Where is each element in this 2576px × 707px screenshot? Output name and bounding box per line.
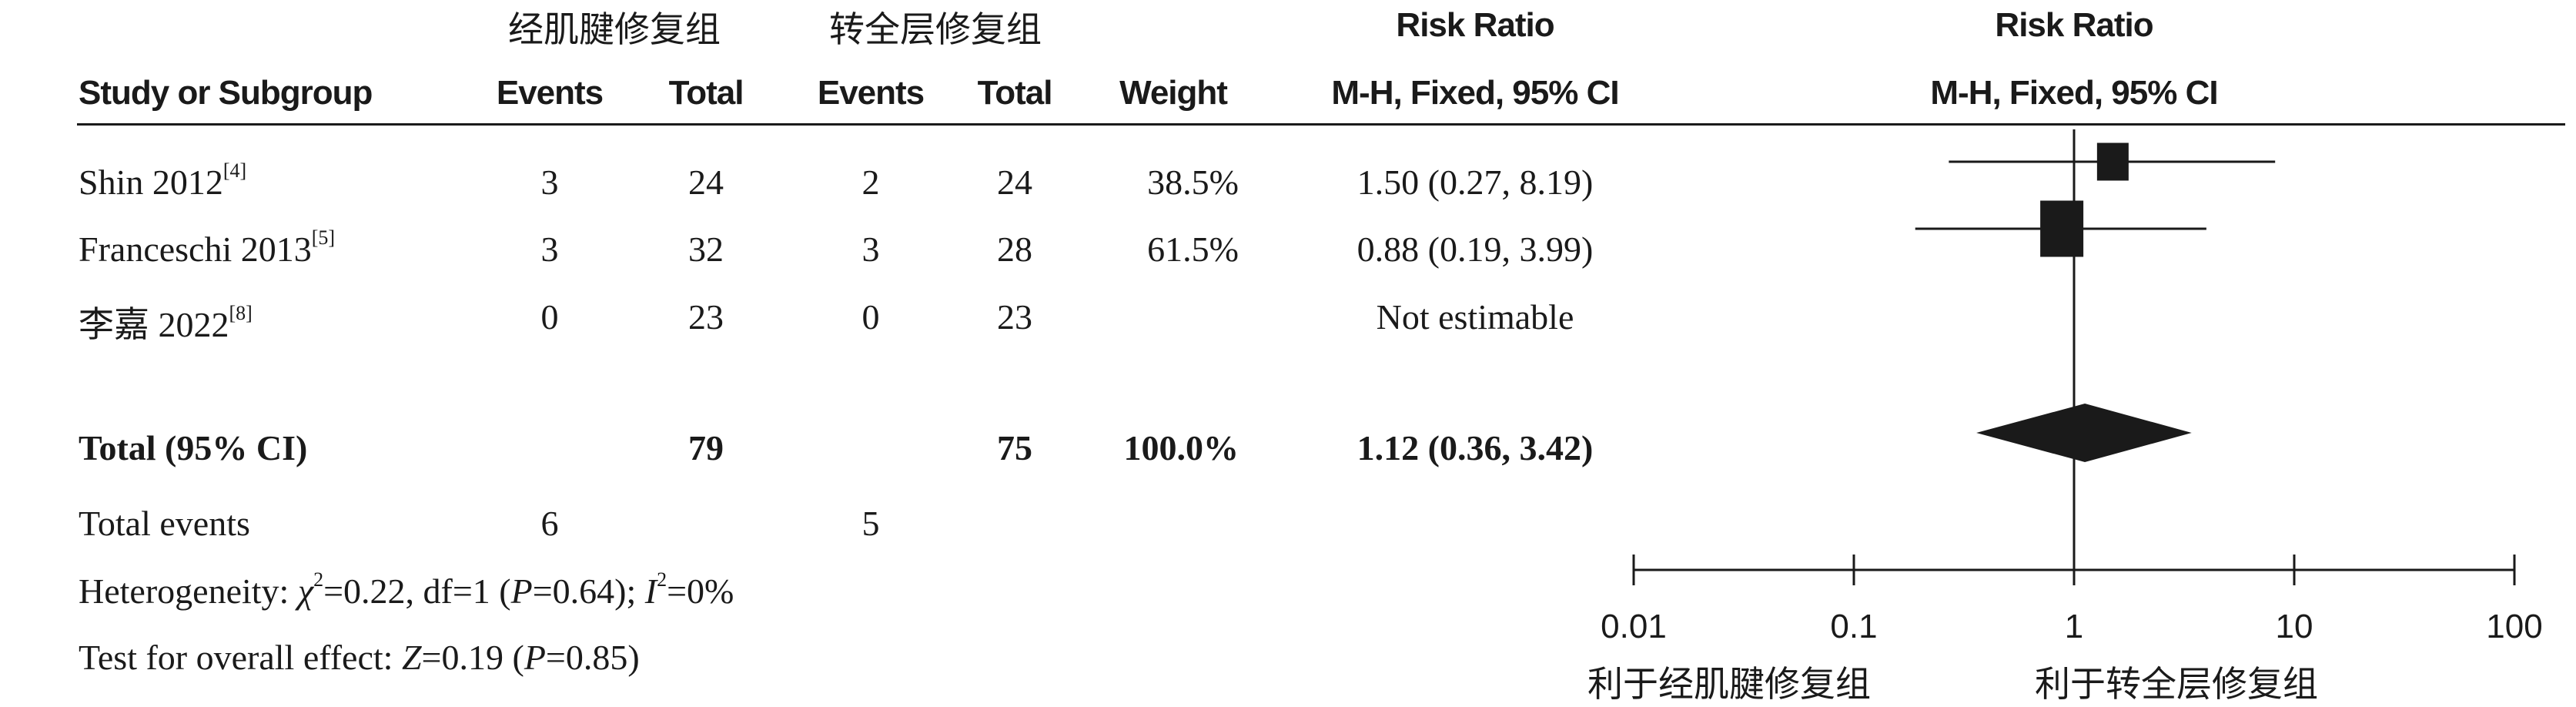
x-tick-label: 100	[2486, 608, 2542, 645]
x-tick-label: 1	[2065, 608, 2083, 645]
study-total-ctrl: 23	[997, 297, 1032, 337]
pooled-effect-diamond	[1976, 404, 2192, 462]
study-weight: 61.5%	[1147, 230, 1239, 269]
favours-right-label: 利于转全层修复组	[2035, 663, 2318, 705]
study-ci: 0.88 (0.19, 3.99)	[1357, 230, 1594, 269]
study-total-ctrl: 28	[997, 230, 1032, 269]
total-events-exp: 6	[540, 504, 559, 543]
total-events-label: Total events	[79, 504, 250, 543]
header-divider	[77, 123, 2565, 126]
total-weight: 100.0%	[1123, 428, 1239, 467]
x-tick-label: 0.01	[1601, 608, 1667, 645]
overall-effect-text: Test for overall effect: Z=0.19 (P=0.85)	[79, 638, 640, 677]
study-events-exp: 3	[540, 230, 559, 269]
study-total-ctrl: 24	[997, 163, 1032, 202]
study-events-ctrl: 0	[861, 297, 880, 337]
column-header-ci-table: M-H, Fixed, 95% CI	[1331, 74, 1619, 112]
heterogeneity-text: Heterogeneity: χ2=0.22, df=1 (P=0.64); I…	[79, 568, 734, 612]
study-effect-square	[2040, 200, 2084, 257]
column-header-ci-plot: M-H, Fixed, 95% CI	[1930, 74, 2218, 112]
column-header-total-ctrl: Total	[977, 74, 1053, 112]
total-events-ctrl: 5	[861, 504, 880, 543]
study-total-exp: 32	[688, 230, 724, 269]
total-exp: 79	[688, 428, 724, 467]
study-name: Franceschi 2013[5]	[79, 226, 336, 270]
column-header-events-exp: Events	[496, 74, 604, 112]
study-effect-square	[2096, 142, 2129, 181]
study-weight: 38.5%	[1147, 163, 1239, 202]
study-events-ctrl: 3	[861, 230, 880, 269]
study-events-exp: 0	[540, 297, 559, 337]
study-name: Shin 2012[4]	[79, 159, 247, 203]
group-header-experimental: 经肌腱修复组	[508, 8, 721, 50]
x-tick-label: 0.1	[1830, 608, 1877, 645]
study-ci: 1.50 (0.27, 8.19)	[1357, 163, 1594, 202]
group-header-control: 转全层修复组	[829, 8, 1042, 50]
favours-left-label: 利于经肌腱修复组	[1587, 663, 1871, 705]
study-total-exp: 24	[688, 163, 724, 202]
study-ci: Not estimable	[1376, 297, 1574, 337]
column-header-events-ctrl: Events	[817, 74, 925, 112]
total-ci: 1.12 (0.36, 3.42)	[1357, 428, 1594, 467]
study-events-exp: 3	[540, 163, 559, 202]
study-name: 李嘉 2022[8]	[79, 302, 253, 345]
total-label: Total (95% CI)	[79, 428, 308, 467]
column-header-study: Study or Subgroup	[79, 74, 373, 112]
total-ctrl: 75	[997, 428, 1032, 467]
x-tick-label: 10	[2276, 608, 2313, 645]
risk-ratio-title-plot: Risk Ratio	[1995, 6, 2153, 44]
column-header-weight: Weight	[1119, 74, 1228, 112]
risk-ratio-title-table: Risk Ratio	[1396, 6, 1554, 44]
study-events-ctrl: 2	[861, 163, 880, 202]
column-header-total-exp: Total	[668, 74, 744, 112]
study-total-exp: 23	[688, 297, 724, 337]
